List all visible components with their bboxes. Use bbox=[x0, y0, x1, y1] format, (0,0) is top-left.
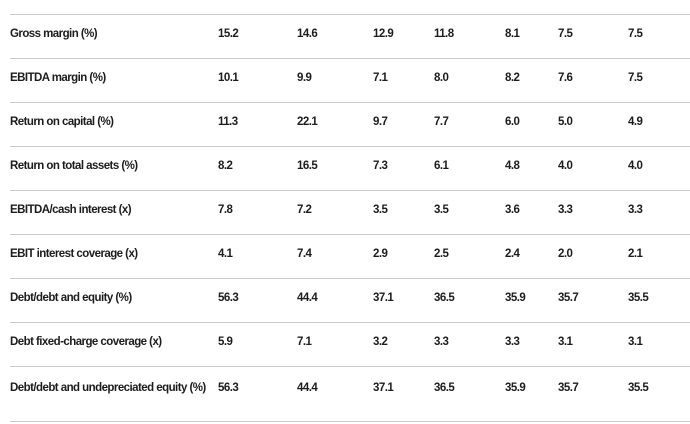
table-row: Debt/debt and equity (%) 56.3 44.4 37.1 36.5… bbox=[10, 278, 690, 323]
cell-value: 3.5 bbox=[373, 190, 434, 235]
cell-value: 36.5 bbox=[434, 366, 505, 422]
cell-value: 3.3 bbox=[505, 322, 558, 367]
cell-value: 8.2 bbox=[505, 58, 558, 103]
cell-value: 7.8 bbox=[218, 190, 297, 235]
row-label: EBITDA/cash interest (x) bbox=[10, 190, 218, 235]
cell-value: 3.1 bbox=[558, 322, 628, 367]
cell-value: 11.8 bbox=[434, 14, 505, 59]
table-row: EBITDA/cash interest (x) 7.8 7.2 3.5 3.5 3.6 3… bbox=[10, 190, 690, 235]
cell-value: 7.2 bbox=[297, 190, 373, 235]
financial-ratios-table: Gross margin (%) 15.2 14.6 12.9 11.8 8.1 7.5 7.… bbox=[10, 14, 690, 422]
cell-value: 8.1 bbox=[505, 14, 558, 59]
cell-value: 7.6 bbox=[558, 58, 628, 103]
cell-value: 6.0 bbox=[505, 102, 558, 147]
cell-value: 8.2 bbox=[218, 146, 297, 191]
cell-value: 37.1 bbox=[373, 366, 434, 422]
cell-value: 22.1 bbox=[297, 102, 373, 147]
cell-value: 2.9 bbox=[373, 234, 434, 279]
cell-value: 7.5 bbox=[628, 14, 690, 59]
cell-value: 3.6 bbox=[505, 190, 558, 235]
cell-value: 11.3 bbox=[218, 102, 297, 147]
cell-value: 4.0 bbox=[558, 146, 628, 191]
table-row: Debt fixed-charge coverage (x) 5.9 7.1 3.2 3… bbox=[10, 322, 690, 367]
cell-value: 8.0 bbox=[434, 58, 505, 103]
table-row: Return on total assets (%) 8.2 16.5 7.3 6.1 4… bbox=[10, 146, 690, 191]
cell-value: 3.3 bbox=[628, 190, 690, 235]
cell-value: 2.5 bbox=[434, 234, 505, 279]
cell-value: 37.1 bbox=[373, 278, 434, 323]
cell-value: 7.7 bbox=[434, 102, 505, 147]
cell-value: 9.7 bbox=[373, 102, 434, 147]
row-label: Debt/debt and equity (%) bbox=[10, 278, 218, 323]
cell-value: 35.5 bbox=[628, 278, 690, 323]
cell-value: 5.0 bbox=[558, 102, 628, 147]
cell-value: 10.1 bbox=[218, 58, 297, 103]
cell-value: 35.7 bbox=[558, 278, 628, 323]
cell-value: 7.1 bbox=[297, 322, 373, 367]
cell-value: 7.5 bbox=[558, 14, 628, 59]
cell-value: 5.9 bbox=[218, 322, 297, 367]
cell-value: 56.3 bbox=[218, 366, 297, 422]
table-row: Gross margin (%) 15.2 14.6 12.9 11.8 8.1 7.5 7.… bbox=[10, 14, 690, 59]
cell-value: 4.8 bbox=[505, 146, 558, 191]
cell-value: 44.4 bbox=[297, 366, 373, 422]
row-label: EBIT interest coverage (x) bbox=[10, 234, 218, 279]
cell-value: 7.5 bbox=[628, 58, 690, 103]
cell-value: 2.0 bbox=[558, 234, 628, 279]
cell-value: 2.1 bbox=[628, 234, 690, 279]
row-label: Gross margin (%) bbox=[10, 14, 218, 59]
cell-value: 35.9 bbox=[505, 278, 558, 323]
cell-value: 35.9 bbox=[505, 366, 558, 422]
table-row: Debt/debt and undepreciated equity (%) 56… bbox=[10, 366, 690, 422]
cell-value: 4.9 bbox=[628, 102, 690, 147]
cell-value: 56.3 bbox=[218, 278, 297, 323]
cell-value: 14.6 bbox=[297, 14, 373, 59]
financial-ratios-table-container: Gross margin (%) 15.2 14.6 12.9 11.8 8.1 7.5 7.… bbox=[10, 14, 690, 422]
cell-value: 7.3 bbox=[373, 146, 434, 191]
cell-value: 4.1 bbox=[218, 234, 297, 279]
cell-value: 36.5 bbox=[434, 278, 505, 323]
table-row: EBITDA margin (%) 10.1 9.9 7.1 8.0 8.2 7.6 7.5 bbox=[10, 58, 690, 103]
cell-value: 15.2 bbox=[218, 14, 297, 59]
table-row: EBIT interest coverage (x) 4.1 7.4 2.9 2.5 2.… bbox=[10, 234, 690, 279]
cell-value: 3.3 bbox=[558, 190, 628, 235]
row-label: Debt/debt and undepreciated equity (%) bbox=[10, 366, 218, 422]
row-label: Return on capital (%) bbox=[10, 102, 218, 147]
table-row: Return on capital (%) 11.3 22.1 9.7 7.7 6.0 5.… bbox=[10, 102, 690, 147]
cell-value: 16.5 bbox=[297, 146, 373, 191]
cell-value: 7.1 bbox=[373, 58, 434, 103]
cell-value: 9.9 bbox=[297, 58, 373, 103]
cell-value: 35.5 bbox=[628, 366, 690, 422]
row-label: Return on total assets (%) bbox=[10, 146, 218, 191]
cell-value: 6.1 bbox=[434, 146, 505, 191]
cell-value: 3.5 bbox=[434, 190, 505, 235]
row-label: Debt fixed-charge coverage (x) bbox=[10, 322, 218, 367]
cell-value: 12.9 bbox=[373, 14, 434, 59]
cell-value: 44.4 bbox=[297, 278, 373, 323]
row-label: EBITDA margin (%) bbox=[10, 58, 218, 103]
cell-value: 3.2 bbox=[373, 322, 434, 367]
cell-value: 7.4 bbox=[297, 234, 373, 279]
cell-value: 3.3 bbox=[434, 322, 505, 367]
cell-value: 4.0 bbox=[628, 146, 690, 191]
cell-value: 35.7 bbox=[558, 366, 628, 422]
cell-value: 2.4 bbox=[505, 234, 558, 279]
cell-value: 3.1 bbox=[628, 322, 690, 367]
